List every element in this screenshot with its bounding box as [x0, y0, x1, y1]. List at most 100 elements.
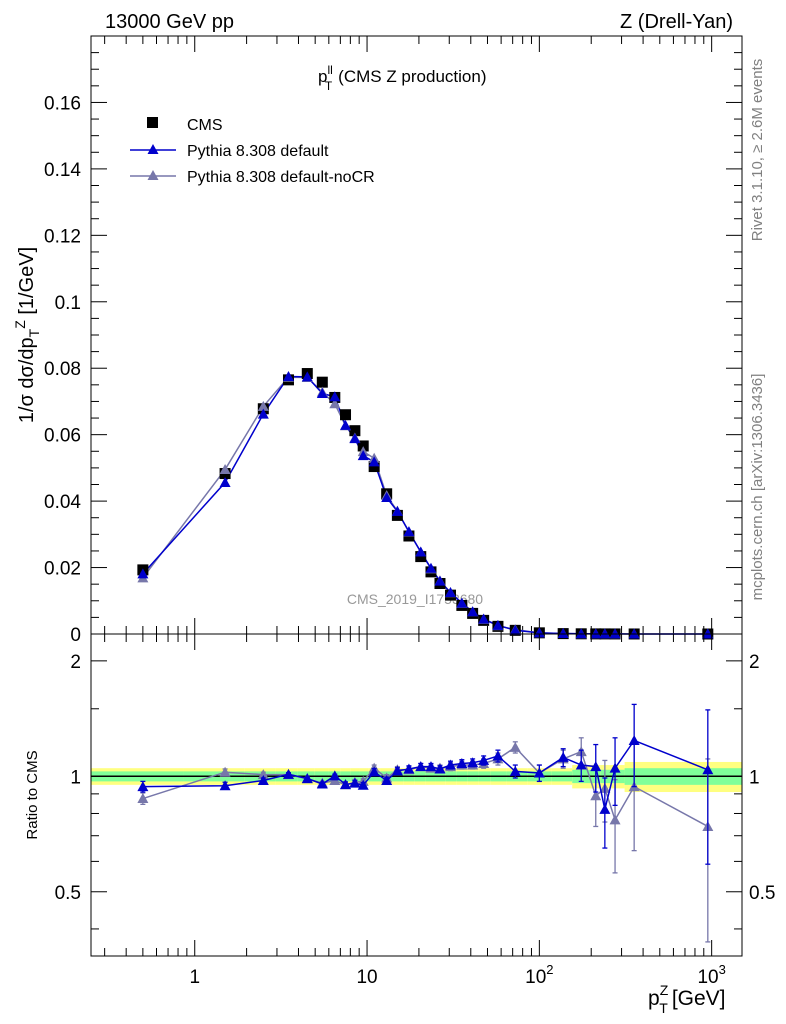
cms-data-point: [349, 425, 361, 437]
plot-title-p: p: [318, 67, 327, 86]
main-nocr-marker: [257, 400, 269, 411]
main-default-marker: [357, 450, 369, 461]
main-y-tick-label: 0.08: [44, 359, 81, 380]
ratio-default-marker: [381, 775, 393, 786]
plot-title-sub: T: [325, 79, 333, 93]
main-default-marker: [368, 456, 380, 467]
x-axis-title: pZ T [GeV]: [648, 982, 726, 1016]
main-default-marker: [533, 627, 545, 638]
main-default-marker: [403, 526, 415, 537]
main-default-marker: [456, 597, 468, 608]
ratio-default-marker: [702, 764, 714, 775]
main-default-marker: [590, 628, 602, 639]
legend-nocr-label: Pythia 8.308 default-noCR: [187, 169, 375, 186]
main-default-marker: [509, 624, 521, 635]
x-axis-title-p: p: [648, 987, 660, 1010]
ratio-y-tick-label: 1: [70, 767, 81, 788]
main-default-marker: [467, 606, 479, 617]
ratio-default-marker: [357, 779, 369, 790]
cms-data-point: [340, 409, 352, 421]
main-default-marker: [257, 408, 269, 419]
main-default-marker: [219, 477, 231, 488]
main-default-marker: [557, 628, 569, 639]
main-default-marker: [492, 619, 504, 630]
ratio-default-marker: [329, 770, 341, 781]
main-default-marker: [381, 491, 393, 502]
main-default-marker: [316, 387, 328, 398]
ratio-default-marker: [575, 759, 587, 770]
ratio-default-marker: [340, 779, 352, 790]
main-default-marker: [282, 371, 294, 382]
plot-title-sup: ll: [327, 63, 332, 77]
ratio-default-marker: [599, 803, 611, 814]
main-default-marker: [137, 568, 149, 579]
main-y-tick-label: 0.04: [44, 492, 81, 513]
plot-title-rest: (CMS Z production): [338, 67, 486, 86]
ratio-default-marker: [456, 757, 468, 768]
cms-data-point: [316, 376, 328, 388]
legend-nocr-marker: [147, 170, 159, 180]
x-tick-label: 103: [697, 962, 725, 988]
main-default-marker: [702, 628, 714, 639]
main-default-marker: [301, 371, 313, 382]
main-default-marker: [609, 628, 621, 639]
ratio-default-marker: [282, 768, 294, 779]
ratio-default-marker: [557, 751, 569, 762]
ratio-default-marker: [391, 765, 403, 776]
main-y-axis-title: 1/σ dσ/dpTZ [1/GeV]: [12, 247, 42, 423]
ratio-y-tick-label-right: 2: [749, 652, 760, 673]
main-default-marker: [599, 628, 611, 639]
ratio-nocr-marker: [219, 766, 231, 777]
ratio-default-marker: [590, 761, 602, 772]
ratio-nocr-marker: [509, 741, 521, 752]
main-y-tick-label: 0.14: [44, 160, 81, 181]
main-default-marker: [340, 419, 352, 430]
ratio-default-marker: [219, 780, 231, 791]
ratio-default-marker: [434, 763, 446, 774]
ratio-bands: [91, 761, 742, 793]
cms-data-point: [357, 440, 369, 452]
ratio-default-marker: [609, 762, 621, 773]
main-nocr-marker: [219, 464, 231, 475]
main-default-marker: [628, 628, 640, 639]
main-y-tick-labels: 0 0.02 0.04 0.06 0.08 0.1 0.12 0.14 0.16: [44, 93, 81, 646]
main-y-tick-label: 0.12: [44, 226, 81, 247]
x-axis-title-rest: [GeV]: [672, 987, 726, 1010]
ratio-default-marker: [316, 778, 328, 789]
main-axis-ticks: [91, 35, 742, 635]
ratio-y-tick-label-right: 1: [749, 767, 760, 788]
x-axis-title-sub: T: [659, 1000, 668, 1016]
ratio-default-marker: [444, 759, 456, 770]
main-default-marker: [415, 546, 427, 557]
main-y-tick-label: 0.02: [44, 559, 81, 580]
ratio-default-marker: [301, 772, 313, 783]
ratio-nocr-marker: [609, 814, 621, 825]
legend-default-label: Pythia 8.308 default: [187, 143, 329, 160]
main-y-tick-label: 0.16: [44, 93, 81, 114]
ratio-default-marker: [628, 734, 640, 745]
main-default-marker: [434, 575, 446, 586]
main-default-marker: [349, 433, 361, 444]
ratio-default-marker: [533, 767, 545, 778]
ratio-default-marker: [403, 763, 415, 774]
ratio-axis-ticks: [91, 634, 742, 956]
cms-data-point: [368, 461, 380, 473]
main-default-marker: [478, 613, 490, 624]
main-default-marker: [391, 505, 403, 516]
x-tick-label: 10: [356, 967, 377, 988]
main-y-tick-label: 0: [70, 625, 81, 646]
legend: CMS Pythia 8.308 default Pythia 8.308 de…: [130, 117, 375, 186]
ratio-default-marker: [368, 766, 380, 777]
main-panel: 0 0.02 0.04 0.06 0.08 0.1 0.12 0.14 0.16 1/σ dσ/…: [12, 35, 743, 646]
main-nocr-marker: [329, 398, 341, 409]
ratio-default-marker: [492, 750, 504, 761]
ratio-default-marker: [349, 777, 361, 788]
ratio-y-tick-label: 0.5: [55, 883, 81, 904]
ratio-default-marker: [415, 761, 427, 772]
ratio-panel: 0.5 0.5 1 1 2 2 1 10 102 103 Ratio to CMS pZ T [Ge…: [24, 633, 775, 1016]
ratio-default-marker: [467, 757, 479, 768]
main-default-marker: [329, 391, 341, 402]
ratio-default-marker: [257, 775, 269, 786]
main-y-tick-label: 0.06: [44, 426, 81, 447]
